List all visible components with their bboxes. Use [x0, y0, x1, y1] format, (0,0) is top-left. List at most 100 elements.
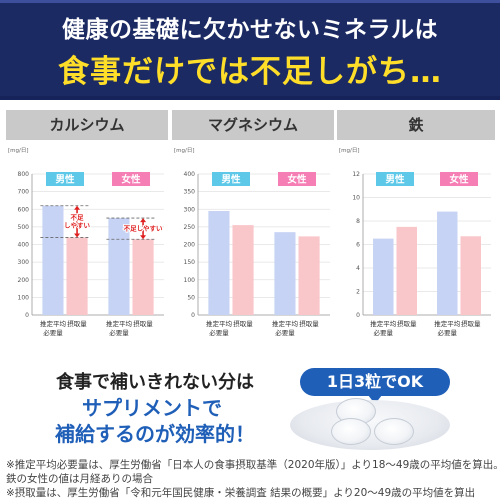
shortfall-label: しやすい	[64, 221, 90, 230]
category-label: 推定平均	[434, 319, 461, 328]
male-badge	[376, 172, 414, 186]
category-label: 必要量	[209, 328, 229, 337]
shortfall-label: 不足しやすい	[124, 224, 163, 233]
recommended-bar	[208, 211, 230, 315]
group-label: 女性	[121, 174, 141, 186]
shortfall-arrow-head	[74, 233, 81, 238]
intake-bar	[396, 226, 417, 315]
y-tick-label: 700	[18, 189, 30, 196]
y-tick-label: 150	[184, 259, 196, 266]
y-tick-label: 250	[184, 224, 196, 231]
y-tick-label: 100	[18, 294, 30, 301]
intake-bar	[132, 239, 154, 315]
supplement-text-line1: 食事で補いきれない分は	[56, 372, 254, 393]
shortfall-label: 不足	[71, 214, 85, 222]
category-label: 必要量	[109, 328, 129, 337]
y-unit-label: [mg/日]	[8, 147, 29, 154]
category-label: 必要量	[275, 328, 295, 337]
recommended-bar	[274, 232, 296, 315]
intake-bar	[460, 236, 481, 315]
recommended-bar	[437, 211, 458, 315]
category-label: 摂取量	[461, 319, 481, 328]
y-tick-label: 600	[18, 206, 30, 213]
category-label: 推定平均	[370, 319, 397, 328]
y-tick-label: 6	[356, 242, 360, 249]
category-label: 摂取量	[67, 319, 87, 328]
male-badge	[46, 172, 84, 186]
y-tick-label: 8	[356, 218, 360, 225]
y-tick-label: 200	[18, 277, 30, 284]
shortfall-arrow-head	[140, 235, 147, 240]
category-label: 推定平均	[206, 319, 233, 328]
calcium-chart-panel: カルシウム [mg/日] 0 100 200 300 400 500 600 700 800 男性不…	[6, 110, 168, 358]
group-label: 女性	[449, 174, 469, 186]
group-label: 男性	[221, 174, 241, 186]
header-banner: 健康の基礎に欠かせないミネラルは 食事だけでは不足しがち…	[0, 0, 500, 100]
magnesium-chart-title: マグネシウム	[172, 110, 334, 140]
shortfall-arrow-head	[74, 205, 81, 210]
iron-chart-title: 鉄	[337, 110, 495, 140]
category-label: 必要量	[438, 328, 458, 337]
banner-top-line	[0, 0, 500, 3]
intake-bar	[298, 236, 320, 315]
recommended-bar	[108, 218, 130, 315]
category-label: 摂取量	[133, 319, 153, 328]
banner-bottom-line	[0, 96, 500, 100]
y-tick-label: 500	[18, 224, 30, 231]
footnotes: ※推定平均必要量は、厚生労働省「日本人の食事摂取基準（2020年版）」より18〜…	[6, 458, 500, 500]
category-label: 必要量	[43, 328, 63, 337]
y-tick-label: 4	[356, 265, 360, 272]
y-tick-label: 0	[191, 312, 195, 319]
group-label: 男性	[385, 174, 405, 186]
y-tick-label: 800	[18, 171, 30, 178]
y-tick-label: 0	[356, 312, 360, 319]
y-tick-label: 300	[18, 259, 30, 266]
y-tick-label: 300	[184, 206, 196, 213]
y-tick-label: 10	[352, 195, 360, 202]
y-tick-label: 350	[184, 189, 196, 196]
y-tick-label: 2	[356, 289, 360, 296]
supplement-text-line3: 補給するのが効率的！	[55, 422, 255, 446]
shortfall-arrow-head	[140, 218, 147, 223]
tablet-icon	[374, 418, 414, 445]
category-label: 推定平均	[40, 319, 67, 328]
dosage-bubble: 1日3粒でOK	[300, 368, 450, 404]
supplement-text-line2: サプリメントで	[82, 396, 222, 420]
iron-chart-panel: 鉄 [mg/日] 0 2 4 6 8 10 12 男性 推定平均 必要量 摂取量 女性 推定平均 必要量 摂取…	[337, 110, 495, 358]
category-label: 摂取量	[233, 319, 253, 328]
y-tick-label: 400	[184, 171, 196, 178]
mineral-charts: カルシウム [mg/日] 0 100 200 300 400 500 600 700 800 男性不…	[0, 110, 500, 358]
y-tick-label: 400	[18, 242, 30, 249]
category-label: 必要量	[374, 328, 394, 337]
category-label: 推定平均	[106, 319, 133, 328]
intake-bar	[66, 237, 88, 315]
calcium-chart: [mg/日] 0 100 200 300 400 500 600 700 800 男性不足しやすい推…	[8, 147, 164, 337]
intake-bar	[232, 225, 254, 315]
calcium-chart-title: カルシウム	[6, 110, 168, 140]
headline-line2: 食事だけでは不足しがち…	[58, 54, 442, 90]
y-tick-label: 0	[25, 312, 29, 319]
y-unit-label: [mg/日]	[174, 147, 195, 154]
group-label: 女性	[287, 174, 307, 186]
recommended-bar	[373, 238, 394, 315]
footnote-1: ※推定平均必要量は、厚生労働省「日本人の食事摂取基準（2020年版）」より18〜…	[6, 459, 500, 471]
male-badge	[212, 172, 250, 186]
category-label: 摂取量	[299, 319, 319, 328]
y-unit-label: [mg/日]	[339, 147, 360, 154]
y-tick-label: 100	[184, 277, 196, 284]
headline-line1: 健康の基礎に欠かせないミネラルは	[62, 17, 438, 43]
footnote-2: 鉄の女性の値は月経ありの場合	[6, 473, 153, 485]
y-tick-label: 50	[187, 294, 195, 301]
category-label: 摂取量	[397, 319, 417, 328]
category-label: 推定平均	[272, 319, 299, 328]
female-badge	[278, 172, 316, 186]
group-label: 男性	[55, 174, 75, 186]
supplement-section: 食事で補いきれない分は サプリメントで 補給するのが効率的！ 1日3粒でOK	[0, 360, 500, 450]
y-tick-label: 12	[352, 171, 360, 178]
female-badge	[112, 172, 150, 186]
recommended-bar	[42, 205, 64, 315]
footnote-3: ※摂取量は、厚生労働省「令和元年国民健康・栄養調査 結果の概要」より20〜49歳…	[6, 487, 476, 499]
magnesium-chart-panel: マグネシウム [mg/日] 0 50 100 150 200 250 300 350 400 男性推…	[172, 110, 334, 358]
y-tick-label: 200	[184, 242, 196, 249]
